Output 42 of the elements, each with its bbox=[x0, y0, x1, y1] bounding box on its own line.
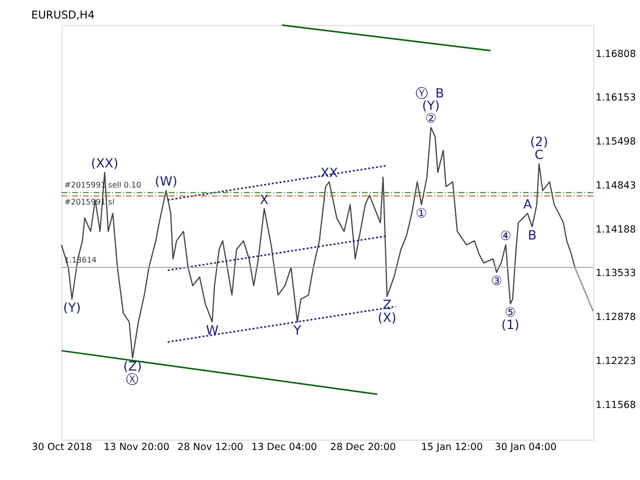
annotation: (1) bbox=[501, 317, 520, 332]
y-tick-label: 1.11568 bbox=[596, 400, 636, 411]
x-tick-label: 13 Dec 04:00 bbox=[251, 442, 317, 454]
x-tick-label: 13 Nov 20:00 bbox=[104, 442, 170, 454]
y-tick-label: 1.16153 bbox=[596, 92, 636, 104]
y-tick-label: 1.16808 bbox=[596, 48, 636, 60]
annotation: X bbox=[260, 192, 269, 207]
annotation: ③ bbox=[490, 272, 502, 288]
annotation: (Z) bbox=[123, 358, 142, 374]
annotation: (Y) bbox=[422, 98, 440, 114]
annotation: Ⓨ bbox=[416, 85, 429, 100]
y-tick-label: 1.14188 bbox=[596, 224, 636, 236]
annotation: A bbox=[523, 196, 532, 212]
y-tick-label: 1.15498 bbox=[596, 136, 636, 148]
x-tick-label: 30 Oct 2018 bbox=[32, 442, 92, 454]
annotation: C bbox=[534, 146, 544, 162]
annotation: XX bbox=[320, 165, 338, 180]
y-tick-label: 1.12223 bbox=[596, 356, 636, 367]
annotation: Z bbox=[382, 297, 392, 312]
chart-title: EURUSD,H4 bbox=[31, 8, 95, 22]
annotation: (Y) bbox=[63, 300, 81, 315]
x-tick-label: 15 Jan 12:00 bbox=[421, 442, 483, 454]
line-series bbox=[60, 127, 576, 359]
annotation: ② bbox=[425, 110, 437, 126]
annotation: (X) bbox=[378, 310, 396, 325]
annotation: (W) bbox=[154, 174, 178, 189]
annotation: (XX) bbox=[91, 156, 118, 171]
annotation: ④ bbox=[500, 228, 512, 243]
annotation: B bbox=[528, 227, 537, 242]
annotation: ① bbox=[416, 205, 428, 220]
annotation: ⑤ bbox=[504, 304, 516, 320]
annotation: Y bbox=[292, 322, 302, 338]
y-tick-label: 1.14843 bbox=[596, 180, 636, 192]
y-tick-label: 1.13533 bbox=[596, 268, 636, 280]
x-tick-label: 28 Dec 20:00 bbox=[330, 442, 396, 454]
x-tick-label: 28 Nov 12:00 bbox=[178, 442, 244, 454]
annotation: (2) bbox=[530, 134, 548, 150]
annotation: Ⓧ bbox=[126, 371, 140, 386]
annotation: W bbox=[206, 322, 219, 338]
y-tick-label: 1.12878 bbox=[596, 312, 636, 324]
x-tick-label: 30 Jan 04:00 bbox=[494, 442, 557, 454]
annotation: B bbox=[435, 85, 444, 100]
